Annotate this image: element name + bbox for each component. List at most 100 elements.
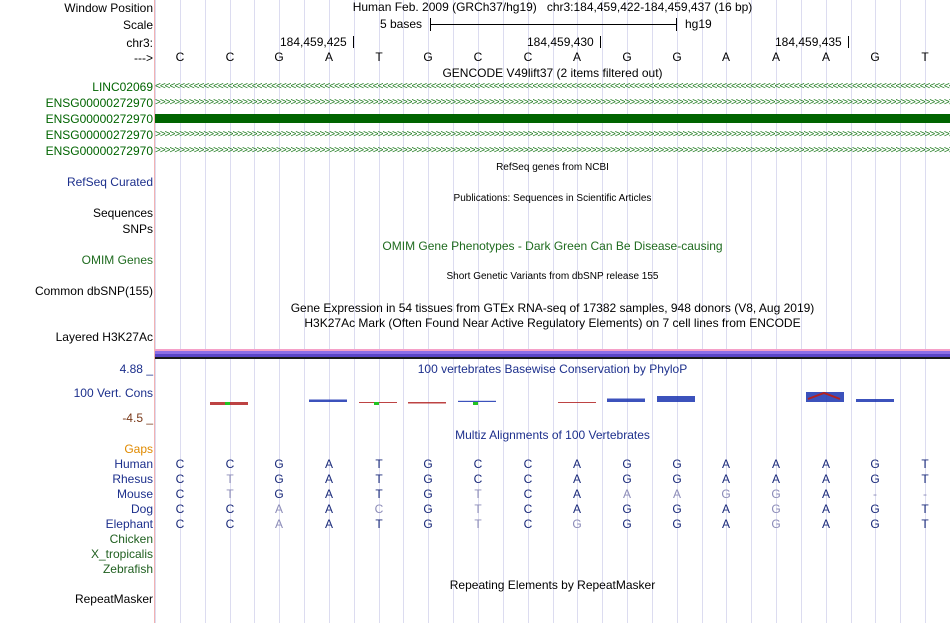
gridline	[478, 0, 479, 623]
alignment-base: C	[374, 502, 384, 516]
alignment-base: T	[375, 517, 383, 531]
alignment-base: G	[622, 517, 632, 531]
position-text: chr3:184,459,422-184,459,437 (16 bp)	[546, 0, 753, 14]
gridline	[379, 0, 380, 623]
gridline	[503, 0, 504, 623]
alignment-base: C	[175, 517, 185, 531]
gencode-intron-plus[interactable]: >>>>>>>>>>>>>>>>>>>>>>>>>>>>>>>>>>>>>>>>…	[155, 98, 950, 108]
gridline	[403, 0, 404, 623]
gridline	[453, 0, 454, 623]
h3k27ac-signal-pink	[155, 349, 950, 351]
dbsnp-title: Short Genetic Variants from dbSNP releas…	[446, 271, 659, 282]
gencode-label-4[interactable]: ENSG00000272970	[45, 144, 153, 158]
base-letter: A	[721, 50, 730, 64]
gridline	[900, 0, 901, 623]
alignment-base: A	[821, 517, 830, 531]
alignment-base: T	[921, 517, 929, 531]
gridline	[677, 0, 678, 623]
species-label[interactable]: Zebrafish	[102, 562, 153, 576]
vert-cons-label[interactable]: 100 Vert. Cons	[73, 386, 153, 400]
species-label[interactable]: X_tropicalis	[90, 547, 153, 561]
coord-tick-1	[600, 36, 601, 48]
layered-h3k27ac-label[interactable]: Layered H3K27Ac	[55, 330, 153, 344]
alignment-base: G	[672, 517, 682, 531]
alignment-base: C	[175, 472, 185, 486]
alignment-base: G	[274, 487, 284, 501]
species-label[interactable]: Elephant	[105, 517, 153, 531]
gencode-label-3[interactable]: ENSG00000272970	[45, 128, 153, 142]
gridline	[826, 0, 827, 623]
chrom-label: chr3:	[126, 36, 153, 50]
alignment-base: C	[523, 502, 533, 516]
alignment-base: G	[423, 517, 433, 531]
gencode-exon-bar[interactable]	[155, 114, 950, 123]
alignment-base: A	[324, 517, 333, 531]
phylop-bar	[458, 400, 496, 402]
base-letter: T	[375, 50, 383, 64]
scale-bar-left-tick	[430, 18, 431, 31]
scale-text: 5 bases	[380, 17, 423, 31]
gencode-intron-plus[interactable]: >>>>>>>>>>>>>>>>>>>>>>>>>>>>>>>>>>>>>>>>…	[155, 130, 950, 140]
base-letter: T	[921, 50, 929, 64]
phylop-bar	[806, 392, 844, 402]
assembly-text: Human Feb. 2009 (GRCh37/hg19)	[352, 0, 537, 14]
base-letter: A	[771, 50, 780, 64]
alignment-base: A	[572, 457, 581, 471]
alignment-base: G	[423, 472, 433, 486]
base-letter: C	[523, 50, 533, 64]
track-image[interactable]: Human Feb. 2009 (GRCh37/hg19) chr3:184,4…	[155, 0, 950, 623]
window-position-text: Human Feb. 2009 (GRCh37/hg19) chr3:184,4…	[155, 0, 950, 14]
base-letter: A	[324, 50, 333, 64]
sequences-label[interactable]: Sequences	[92, 206, 153, 220]
coord-label-2: 184,459,435	[775, 35, 842, 49]
db-text: hg19	[685, 17, 712, 31]
gencode-label-2[interactable]: ENSG00000272970	[45, 112, 153, 126]
species-label[interactable]: Chicken	[109, 532, 153, 546]
alignment-base: C	[523, 517, 533, 531]
gridline	[925, 0, 926, 623]
gencode-label-0[interactable]: LINC02069	[92, 80, 153, 94]
gridline	[354, 0, 355, 623]
omim-genes-label[interactable]: OMIM Genes	[81, 253, 153, 267]
gencode-intron-minus[interactable]: <<<<<<<<<<<<<<<<<<<<<<<<<<<<<<<<<<<<<<<<…	[155, 82, 950, 92]
base-letter: G	[274, 50, 284, 64]
gridline	[851, 0, 852, 623]
species-label[interactable]: Human	[114, 457, 153, 471]
scale-bar-right-tick	[676, 18, 677, 31]
alignment-base: T	[375, 487, 383, 501]
phylop-max-label: 4.88 _	[119, 362, 153, 376]
coord-label-1: 184,459,430	[527, 35, 594, 49]
alignment-base: T	[375, 457, 383, 471]
snps-label[interactable]: SNPs	[122, 222, 153, 236]
phylop-min-label: -4.5 _	[122, 411, 153, 425]
species-label[interactable]: Mouse	[116, 487, 153, 501]
alignment-base: T	[921, 472, 929, 486]
alignment-base: G	[622, 502, 632, 516]
refseq-curated-label[interactable]: RefSeq Curated	[66, 175, 153, 189]
alignment-base: C	[523, 472, 533, 486]
alignment-base: C	[175, 457, 185, 471]
species-label[interactable]: Dog	[130, 502, 153, 516]
scale-bar	[430, 24, 677, 25]
repeatmasker-label[interactable]: RepeatMasker	[74, 592, 153, 606]
alignment-base: A	[324, 472, 333, 486]
phylop-bar	[558, 402, 596, 403]
repeatmasker-title: Repeating Elements by RepeatMasker	[449, 578, 656, 592]
alignment-base: G	[870, 472, 880, 486]
alignment-base: T	[921, 502, 929, 516]
alignment-base: A	[324, 502, 333, 516]
gaps-label[interactable]: Gaps	[124, 442, 153, 456]
gridline	[652, 0, 653, 623]
alignment-base: G	[672, 502, 682, 516]
strand-arrow-label[interactable]: --->	[134, 51, 153, 65]
species-label[interactable]: Rhesus	[112, 472, 153, 486]
alignment-base: A	[821, 472, 830, 486]
track-label-column: Window Position Scale chr3: ---> LINC020…	[0, 0, 153, 623]
alignment-base: A	[821, 487, 830, 501]
base-letter: G	[672, 50, 682, 64]
gencode-label-1[interactable]: ENSG00000272970	[45, 96, 153, 110]
gencode-intron-plus[interactable]: >>>>>>>>>>>>>>>>>>>>>>>>>>>>>>>>>>>>>>>>…	[155, 146, 950, 156]
common-dbsnp-label[interactable]: Common dbSNP(155)	[34, 284, 153, 298]
scale-label: Scale	[122, 18, 153, 32]
alignment-base: A	[672, 487, 681, 501]
